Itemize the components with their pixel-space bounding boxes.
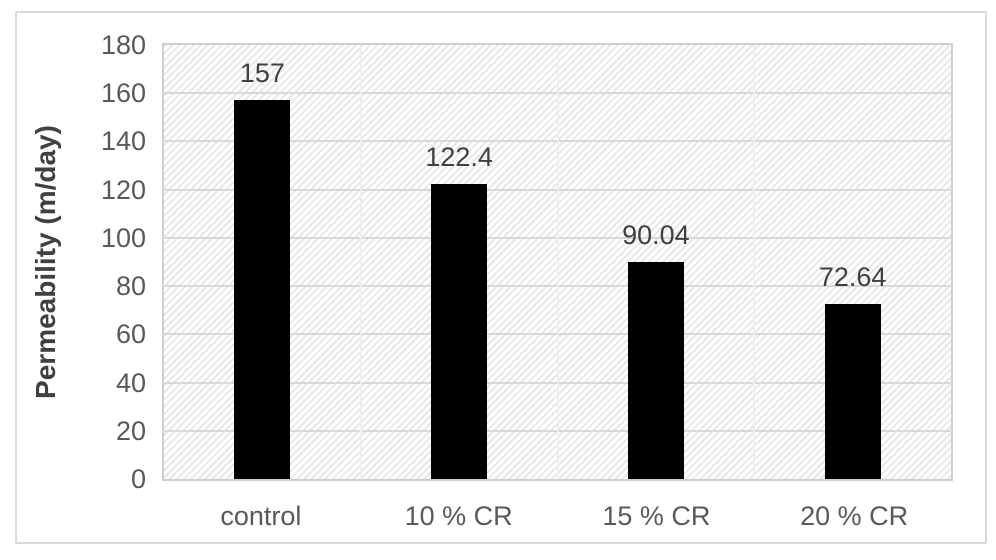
- bar: [627, 261, 684, 479]
- bar-data-label: 72.64: [818, 261, 887, 292]
- bar: [824, 303, 881, 479]
- bar-data-label: 90.04: [622, 219, 690, 250]
- y-tick-label: 120: [100, 174, 146, 205]
- x-category-label: 15 % CR: [602, 501, 711, 531]
- y-tick-label: 60: [115, 319, 146, 350]
- bar-data-label: 122.4: [425, 141, 493, 172]
- y-tick-label: 160: [100, 78, 146, 109]
- y-tick-label: 100: [100, 222, 146, 253]
- y-tick-label: 80: [115, 271, 146, 302]
- category-gridline: [753, 45, 756, 479]
- bar: [431, 183, 488, 479]
- y-tick-label: 0: [130, 464, 146, 494]
- x-category-label: control: [220, 501, 302, 531]
- y-tick-label: 40: [115, 367, 146, 398]
- y-tick-label: 140: [100, 126, 146, 157]
- y-tick-label: 20: [115, 415, 146, 446]
- category-gridline: [556, 45, 559, 479]
- x-category-label: 20 % CR: [800, 501, 909, 531]
- x-category-label: 10 % CR: [404, 501, 513, 531]
- bar: [234, 100, 291, 479]
- y-tick-label: 180: [100, 30, 146, 60]
- bar-data-label: 157: [239, 58, 285, 89]
- category-gridline: [359, 45, 362, 479]
- y-axis-title: Permeability (m/day): [30, 125, 61, 399]
